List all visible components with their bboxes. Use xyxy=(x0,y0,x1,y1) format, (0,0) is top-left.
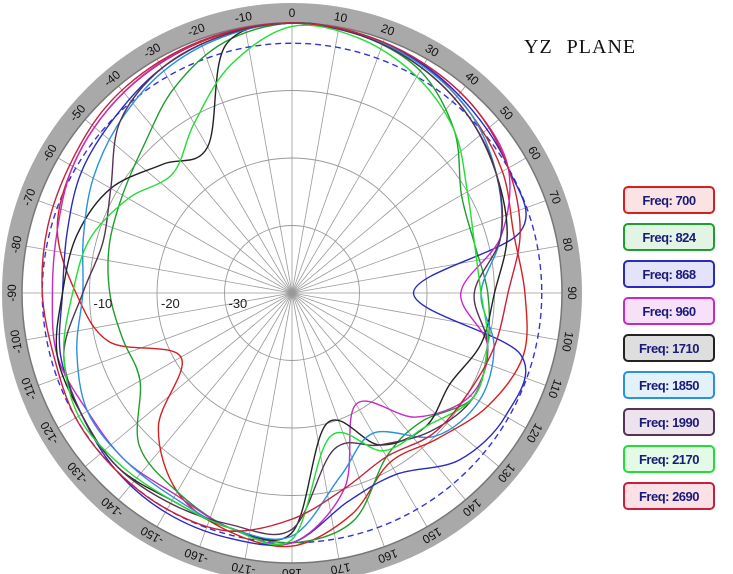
angle-tick-label: 80 xyxy=(560,237,576,253)
angle-tick-label: 180 xyxy=(282,566,302,574)
angle-tick-label: 60 xyxy=(525,144,544,163)
grid-spoke xyxy=(84,119,293,294)
grid-spoke xyxy=(57,292,293,429)
grid-spoke xyxy=(199,292,293,547)
grid-spoke xyxy=(291,200,546,294)
angle-tick-label: 0 xyxy=(289,6,296,20)
angle-tick-label: 90 xyxy=(565,286,579,300)
grid-spoke xyxy=(244,27,293,294)
legend-item-2: Freq: 868 xyxy=(623,260,715,288)
grid-spoke xyxy=(156,292,293,528)
grid-spoke xyxy=(291,292,428,528)
angle-tick-label: 100 xyxy=(559,331,576,353)
legend-item-4: Freq: 1710 xyxy=(623,334,715,362)
legend: Freq: 700 Freq: 824 Freq: 868 Freq: 960 Freq… xyxy=(623,186,715,519)
legend-item-7: Freq: 2170 xyxy=(623,445,715,473)
radial-tick-label: -30 xyxy=(229,296,248,311)
series-line-8 xyxy=(41,22,521,532)
grid-spoke xyxy=(84,292,293,467)
grid-spoke xyxy=(291,292,500,467)
outer-ring xyxy=(2,3,582,574)
grid-spoke xyxy=(244,292,293,559)
legend-item-6: Freq: 1990 xyxy=(623,408,715,436)
grid-spoke xyxy=(118,85,293,294)
series-line-2 xyxy=(58,22,527,546)
series-line-4 xyxy=(55,22,508,541)
grid-spoke xyxy=(26,292,293,341)
angle-tick-label: -70 xyxy=(19,186,38,207)
angle-tick-label: 30 xyxy=(423,41,442,60)
series-line-7 xyxy=(63,24,489,546)
chart-title: YZ PLANE xyxy=(524,36,637,58)
angle-tick-label: 110 xyxy=(545,377,565,400)
angle-tick-label: -20 xyxy=(186,20,207,39)
grid-spoke xyxy=(291,85,466,294)
grid-spoke xyxy=(291,292,527,429)
angle-tick-label: -90 xyxy=(5,284,19,302)
legend-item-8: Freq: 2690 xyxy=(623,482,715,510)
grid-spoke xyxy=(291,27,340,294)
legend-item-5: Freq: 1850 xyxy=(623,371,715,399)
grid-spoke xyxy=(156,58,293,294)
grid-spoke xyxy=(291,292,558,341)
grid-spoke xyxy=(291,58,428,294)
legend-item-1: Freq: 824 xyxy=(623,223,715,251)
angle-tick-label: 170 xyxy=(329,560,351,574)
grid-spoke xyxy=(291,292,466,501)
tick-labels: -10 -20 -300 102030405060708090100110120130… xyxy=(5,6,579,574)
polar-chart: -10 -20 -300 102030405060708090100110120130… xyxy=(2,3,582,574)
angle-tick-label: -100 xyxy=(7,328,25,354)
grid-spoke xyxy=(291,119,500,294)
grid-spoke xyxy=(57,157,293,294)
grid-spoke xyxy=(291,157,527,294)
angle-tick-label: -80 xyxy=(8,234,25,254)
grid-spoke xyxy=(291,39,385,294)
angle-tick-label: 10 xyxy=(333,9,349,25)
grid-spoke xyxy=(291,292,546,386)
legend-item-3: Freq: 960 xyxy=(623,297,715,325)
angle-tick-label: -170 xyxy=(230,560,256,574)
grid-spoke xyxy=(291,245,558,294)
grid-spoke xyxy=(199,39,293,294)
angle-tick-label: 70 xyxy=(546,189,564,207)
angle-tick-label: 160 xyxy=(376,546,400,566)
angle-tick-label: 20 xyxy=(379,21,397,39)
grid-spoke xyxy=(38,200,293,294)
radial-tick-label: -20 xyxy=(161,296,180,311)
legend-item-0: Freq: 700 xyxy=(623,186,715,214)
radial-tick-label: -10 xyxy=(94,296,113,311)
series-line-1 xyxy=(107,22,491,544)
grid-spoke xyxy=(118,292,293,501)
grid-spoke xyxy=(38,292,293,386)
series-curves xyxy=(41,22,528,548)
angle-tick-label: -10 xyxy=(234,9,254,26)
